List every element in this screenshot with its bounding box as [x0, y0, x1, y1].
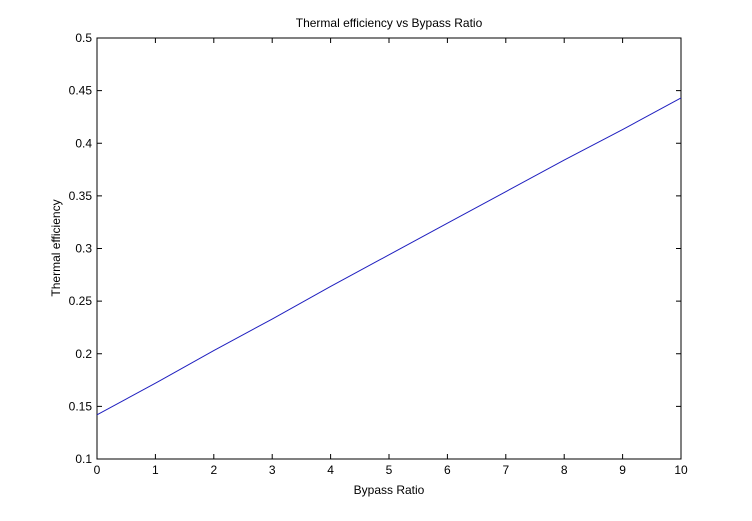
series-line	[96, 97, 682, 416]
chart-title: Thermal efficiency vs Bypass Ratio	[296, 16, 483, 30]
ticks: 0 1 2 3 4 5 6 7 8 9 10 0.1 0.15 0.2 0.25 0.3 0.35 0.4 0.45…	[69, 31, 688, 477]
x-tick-label: 5	[386, 463, 393, 477]
y-tick-label: 0.35	[69, 189, 93, 203]
y-tick-label: 0.1	[75, 452, 92, 466]
y-tick-label: 0.3	[75, 242, 92, 256]
x-tick-label: 4	[327, 463, 334, 477]
x-tick-label: 3	[269, 463, 276, 477]
x-tick-label: 8	[561, 463, 568, 477]
x-tick-label: 1	[152, 463, 159, 477]
x-tick-label: 10	[674, 463, 688, 477]
x-tick-label: 9	[619, 463, 626, 477]
x-axis-label: Bypass Ratio	[354, 483, 425, 497]
y-axis-label: Thermal efficiency	[49, 199, 63, 296]
x-tick-label: 7	[502, 463, 509, 477]
y-tick-label: 0.15	[69, 399, 93, 413]
x-tick-label: 0	[94, 463, 101, 477]
y-tick-label: 0.45	[69, 84, 93, 98]
y-tick-label: 0.4	[75, 136, 92, 150]
y-tick-label: 0.2	[75, 347, 92, 361]
series-group	[96, 97, 682, 416]
x-tick-label: 6	[444, 463, 451, 477]
y-tick-label: 0.25	[69, 294, 93, 308]
x-tick-label: 2	[210, 463, 217, 477]
plot-area	[96, 37, 682, 460]
y-tick-label: 0.5	[75, 31, 92, 45]
